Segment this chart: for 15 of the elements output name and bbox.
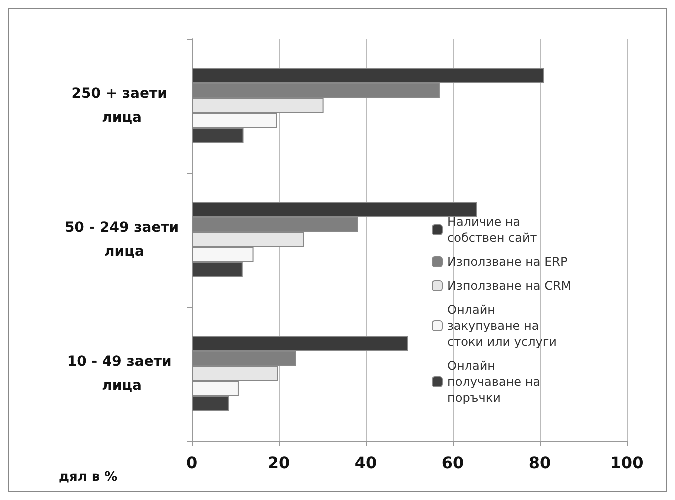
x-tick-label: 60 — [442, 454, 464, 472]
x-tick-label: 100 — [610, 454, 644, 472]
legend-label: Използване на CRM — [448, 279, 572, 293]
x-tick-label: 40 — [354, 454, 378, 472]
y-tick-label: 10 - 49 заети лица — [67, 354, 177, 394]
x-tick-label: 0 — [186, 454, 198, 472]
y-tick-label: 250 + заети лица — [72, 86, 172, 126]
x-tick-label: 80 — [528, 454, 552, 472]
x-axis-title: дял в % — [59, 470, 118, 485]
legend-label: Използване на ERP — [448, 255, 568, 269]
legend-label: Онлайн получаване на поръчки — [448, 359, 544, 405]
legend-label: Наличие на собствен сайт — [448, 215, 538, 245]
x-tick-label: 20 — [268, 454, 290, 472]
legend-label: Онлайн закупуване на стоки или услуги — [448, 303, 557, 349]
y-tick-label: 50 - 249 заети лица — [64, 220, 180, 260]
